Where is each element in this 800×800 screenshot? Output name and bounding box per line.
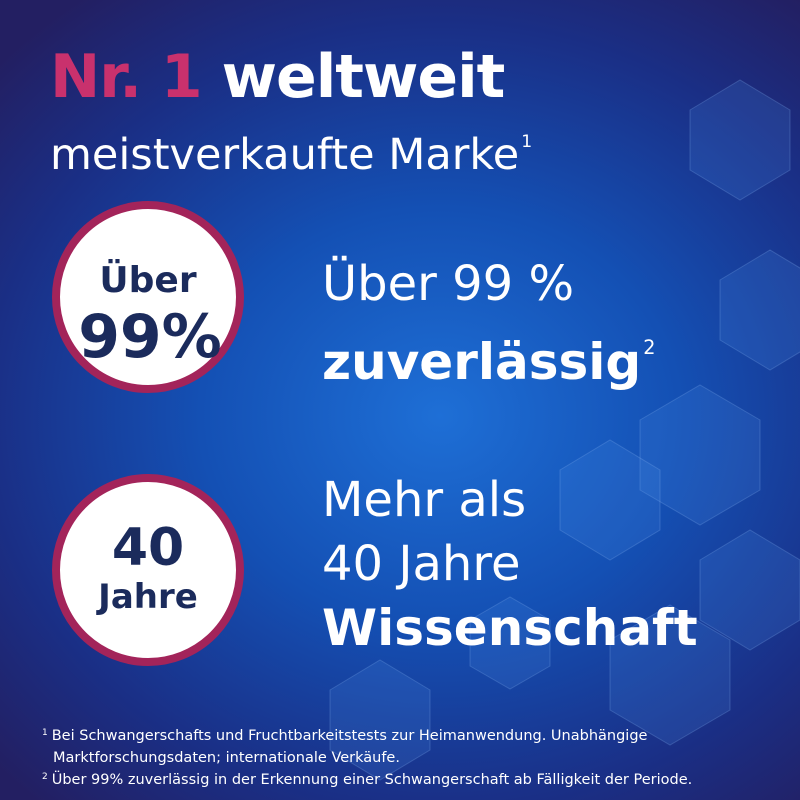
- claim-line: Mehr als: [322, 472, 527, 528]
- claim-line: zuverlässig: [322, 332, 642, 391]
- headline-rest: weltweit: [221, 42, 506, 112]
- claim: Über 99 % zuverlässig 2: [322, 252, 655, 395]
- claim-line: Wissenschaft: [322, 599, 698, 657]
- footnote-ref: 1: [521, 131, 533, 152]
- badge-line: 40: [112, 518, 184, 578]
- claim: Mehr als 40 Jahre Wissenschaft: [322, 468, 698, 661]
- badge-circle: [52, 474, 244, 666]
- subline-text: meistverkaufte Marke: [50, 130, 520, 180]
- claim-line: Über 99 %: [322, 256, 575, 312]
- footnote-mark: 2: [42, 772, 48, 782]
- headline-highlight: Nr. 1: [50, 42, 203, 112]
- badge-circle: [52, 201, 244, 393]
- headline: Nr. 1 weltweit: [50, 42, 506, 112]
- footnote-ref: 2: [643, 336, 656, 359]
- footnote: 1 Bei Schwangerschafts und Fruchtbarkeits…: [40, 722, 783, 769]
- badge-line: Über: [99, 259, 196, 301]
- footnote-text: Bei Schwangerschafts und Fruchtbarkeitst…: [51, 728, 648, 766]
- footnote-mark: 1: [42, 728, 48, 738]
- subline: meistverkaufte Marke 1: [50, 130, 532, 180]
- footnote-text: Über 99% zuverlässig in der Erkennung ei…: [51, 772, 693, 788]
- claim-line: 40 Jahre: [322, 536, 521, 592]
- badge-line: 99%: [78, 302, 222, 372]
- footnote: 2 Über 99% zuverlässig in der Erkennung e…: [40, 766, 783, 791]
- badge-line: Jahre: [96, 577, 198, 617]
